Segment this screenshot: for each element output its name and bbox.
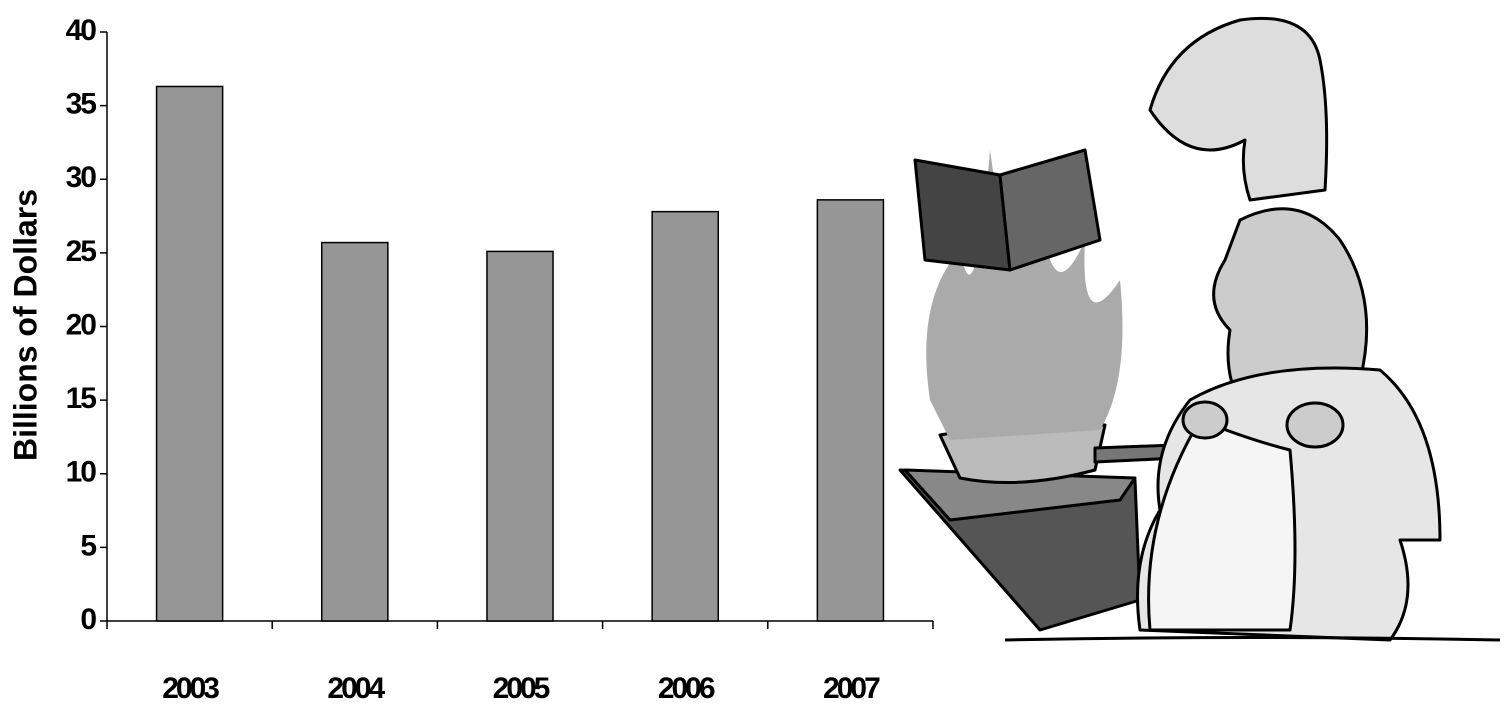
book-right (998, 148, 1102, 272)
y-tick-label: 40 (66, 14, 97, 47)
y-tick-label: 20 (66, 308, 97, 341)
x-tick-label: 2003 (162, 672, 219, 705)
y-tick-label: 10 (66, 456, 97, 489)
bar (651, 210, 719, 622)
bar (816, 199, 885, 622)
y-tick-label: 15 (66, 382, 97, 415)
x-tick-label: 2004 (327, 672, 385, 705)
y-axis-label: Billions of Dollars (7, 189, 43, 461)
y-tick-label: 25 (66, 235, 97, 268)
apron (1147, 418, 1297, 632)
x-tick-label: 2006 (658, 672, 715, 705)
y-tick-label: 0 (80, 603, 96, 636)
x-tick-label: 2007 (823, 672, 880, 705)
chef-hat (1148, 16, 1329, 202)
hand-left (1181, 400, 1229, 440)
y-tick-label: 35 (66, 88, 97, 121)
hand-right (1285, 401, 1345, 449)
y-tick-label: 30 (66, 161, 97, 194)
bar (155, 85, 224, 622)
book-left (913, 158, 1012, 272)
bar (486, 250, 554, 622)
flames (926, 150, 1123, 440)
floor (1004, 636, 1501, 642)
y-tick-label: 5 (80, 529, 96, 562)
clipart (898, 16, 1501, 642)
x-tick-label: 2005 (493, 672, 550, 705)
bar (321, 241, 389, 622)
